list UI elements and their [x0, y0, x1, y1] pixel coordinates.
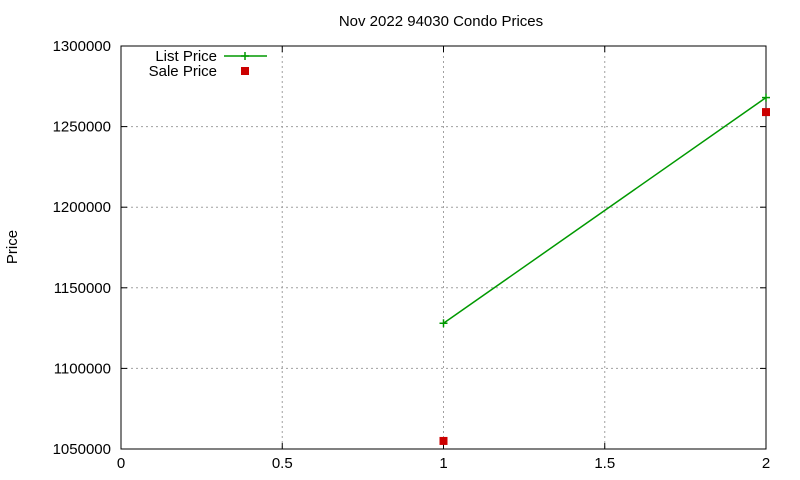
x-tick-label: 0	[117, 455, 125, 472]
list-price-line	[443, 96, 767, 324]
legend-label: Sale Price	[149, 63, 217, 80]
legend-plus-swatch	[241, 52, 249, 60]
legend-square-swatch	[241, 67, 249, 75]
y-axis-label: Price	[4, 230, 21, 264]
y-tick-label: 1050000	[53, 441, 111, 458]
y-tick-label: 1250000	[53, 119, 111, 136]
list-price-point	[439, 319, 448, 328]
sale-price-point	[439, 436, 448, 445]
axis-ticks: 0 0.5 1 1.5 2 1050000 1100000 1150000 1200000 125…	[53, 38, 771, 472]
y-tick-label: 1300000	[53, 38, 111, 55]
chart-title: Nov 2022 94030 Condo Prices	[339, 13, 543, 30]
legend-label: List Price	[155, 48, 217, 65]
y-tick-label: 1150000	[54, 280, 111, 297]
y-tick-label: 1200000	[53, 199, 111, 216]
list-price-point	[762, 93, 770, 102]
grid-lines	[121, 46, 766, 449]
y-tick-label: 1100000	[54, 360, 111, 377]
x-tick-label: 0.5	[272, 455, 293, 472]
series-layer	[439, 93, 770, 445]
x-tick-label: 2	[762, 455, 770, 472]
x-tick-label: 1	[439, 455, 447, 472]
sale-price-point	[762, 108, 770, 117]
x-tick-label: 1.5	[594, 455, 615, 472]
